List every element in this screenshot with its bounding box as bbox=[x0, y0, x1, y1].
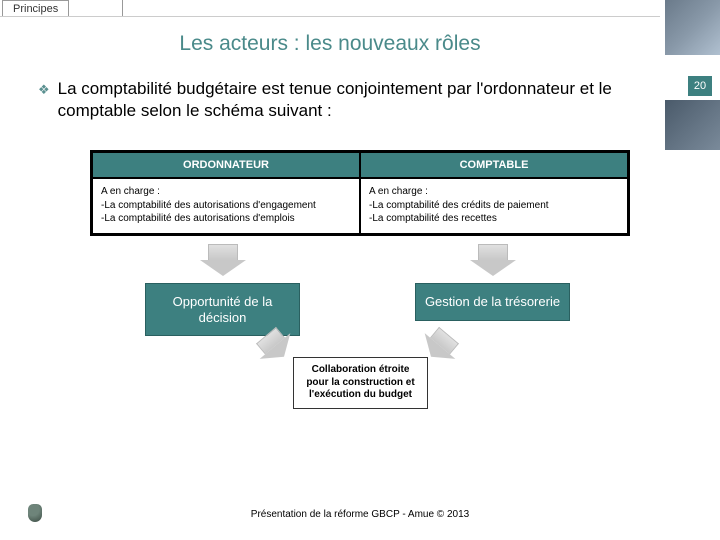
cell-line: -La comptabilité des crédits de paiement bbox=[369, 199, 619, 213]
cell-line: A en charge : bbox=[101, 185, 351, 199]
table-header-ordonnateur: ORDONNATEUR bbox=[92, 152, 360, 178]
roles-table: ORDONNATEUR COMPTABLE A en charge : -La … bbox=[90, 150, 630, 236]
page-number: 20 bbox=[688, 76, 712, 96]
arrow-down-icon bbox=[200, 244, 246, 276]
collaboration-box: Collaboration étroite pour la constructi… bbox=[293, 357, 428, 409]
bullet-paragraph: ❖ La comptabilité budgétaire est tenue c… bbox=[38, 78, 618, 122]
table-cell-right: A en charge : -La comptabilité des crédi… bbox=[360, 178, 628, 234]
table-header-comptable: COMPTABLE bbox=[360, 152, 628, 178]
tab-principes[interactable]: Principes bbox=[2, 0, 69, 17]
decorative-image-bottom bbox=[665, 100, 720, 150]
table-cell-left: A en charge : -La comptabilité des autor… bbox=[92, 178, 360, 234]
arrow-down-icon bbox=[470, 244, 516, 276]
cell-line: -La comptabilité des autorisations d'eng… bbox=[101, 199, 351, 213]
bullet-text: La comptabilité budgétaire est tenue con… bbox=[58, 78, 618, 122]
cell-line: A en charge : bbox=[369, 185, 619, 199]
cell-line: -La comptabilité des autorisations d'emp… bbox=[101, 212, 351, 226]
footer-text: Présentation de la réforme GBCP - Amue ©… bbox=[0, 509, 720, 520]
box-gestion: Gestion de la trésorerie bbox=[415, 283, 570, 321]
tab-divider bbox=[122, 0, 123, 16]
page-title: Les acteurs : les nouveaux rôles bbox=[0, 32, 660, 56]
diamond-bullet-icon: ❖ bbox=[38, 82, 50, 98]
top-rule bbox=[0, 16, 660, 17]
decorative-image-top bbox=[665, 0, 720, 55]
cell-line: -La comptabilité des recettes bbox=[369, 212, 619, 226]
